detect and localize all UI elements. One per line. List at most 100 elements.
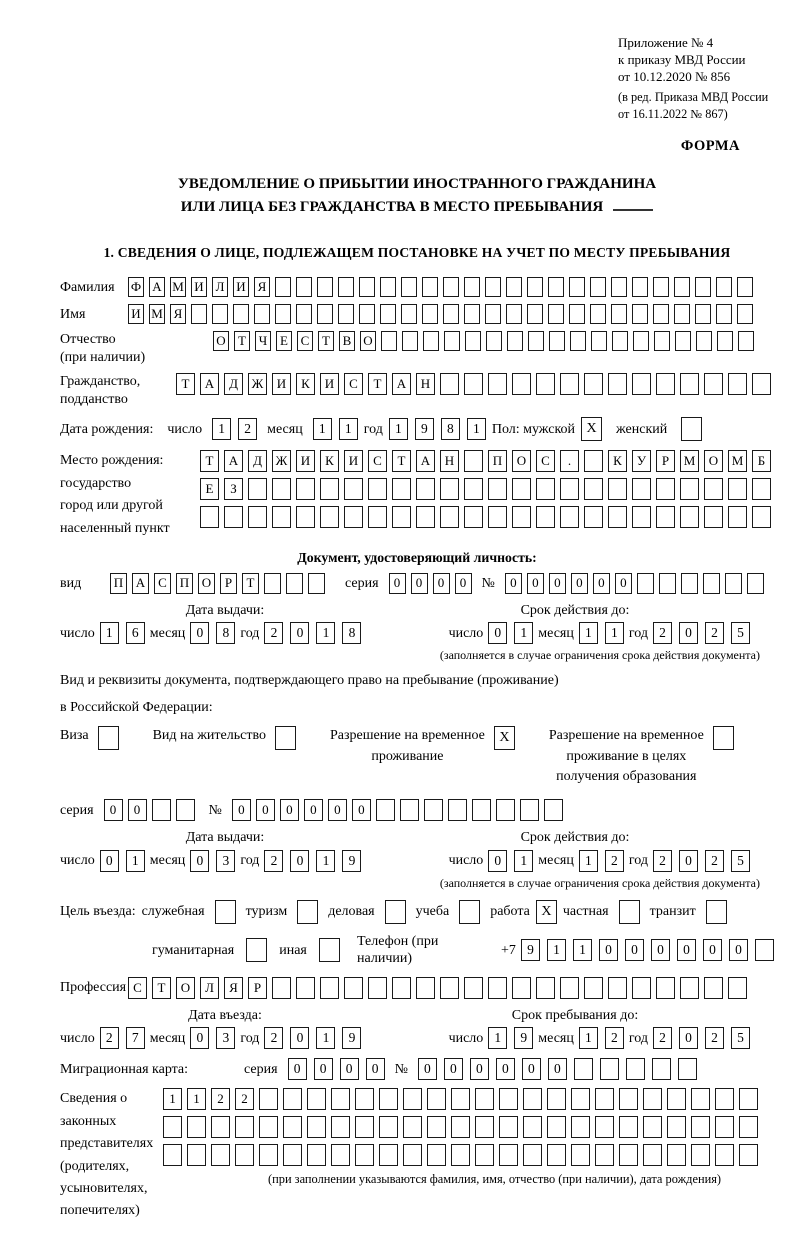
char-box-cell[interactable]: 2	[604, 1027, 624, 1050]
char-box-cell[interactable]	[401, 304, 417, 325]
char-box-cell[interactable]	[317, 277, 333, 298]
char-box-cell[interactable]: 1	[547, 939, 567, 962]
char-box-cell[interactable]	[667, 1144, 686, 1167]
char-box-cell[interactable]	[536, 976, 555, 999]
char-box-cell[interactable]: В	[339, 331, 355, 352]
char-box-cell[interactable]	[381, 331, 397, 352]
char-box-cell[interactable]	[636, 572, 654, 594]
char-box-cell[interactable]	[320, 478, 339, 501]
char-box-cell[interactable]: 0	[287, 1058, 307, 1081]
char-box-cell[interactable]: Е	[200, 478, 219, 501]
char-box-cell[interactable]	[536, 506, 555, 529]
char-box-cell[interactable]: 2	[264, 622, 284, 645]
char-box-cell[interactable]	[296, 277, 312, 298]
char-box-cell[interactable]	[254, 304, 270, 325]
char-box-cell[interactable]	[704, 478, 723, 501]
char-box-cell[interactable]: 2	[705, 1027, 724, 1050]
char-box-cell[interactable]	[674, 277, 690, 298]
char-box-cell[interactable]	[584, 506, 603, 529]
char-box-cell[interactable]: С	[368, 450, 387, 473]
char-box-cell[interactable]	[211, 1144, 230, 1167]
char-box-cell[interactable]: 0	[327, 799, 347, 822]
char-box-cell[interactable]	[608, 976, 627, 999]
char-box-cell[interactable]: 1	[316, 1027, 336, 1050]
char-box-cell[interactable]: 1	[466, 418, 486, 441]
char-box-cell[interactable]	[440, 976, 459, 999]
char-box-cell[interactable]: М	[149, 304, 165, 325]
char-box-cell[interactable]	[355, 1144, 374, 1167]
char-box-cell[interactable]	[547, 1088, 566, 1111]
char-box-cell[interactable]: Н	[416, 373, 435, 396]
char-box-cell[interactable]	[368, 976, 387, 999]
char-box-cell[interactable]	[547, 1144, 566, 1167]
char-box-cell[interactable]	[612, 331, 628, 352]
char-box-cell[interactable]	[584, 478, 603, 501]
char-box-cell[interactable]	[654, 331, 670, 352]
char-box-cell[interactable]: 1	[99, 622, 119, 645]
char-box-cell[interactable]	[403, 1116, 422, 1139]
char-box-cell[interactable]	[715, 1144, 734, 1167]
char-box-cell[interactable]: 2	[604, 849, 624, 872]
char-box-cell[interactable]	[499, 1144, 518, 1167]
char-box-cell[interactable]: Т	[392, 450, 411, 473]
char-box-cell[interactable]	[752, 506, 771, 529]
char-box-cell[interactable]: Т	[368, 373, 387, 396]
birth-place-line3-input[interactable]	[200, 506, 771, 529]
char-box-cell[interactable]	[702, 572, 720, 594]
char-box-cell[interactable]	[344, 976, 363, 999]
char-box-cell[interactable]: О	[360, 331, 376, 352]
char-box-cell[interactable]: Т	[200, 450, 219, 473]
char-box-cell[interactable]	[264, 572, 281, 594]
char-box-cell[interactable]: К	[608, 450, 627, 473]
char-box-cell[interactable]	[717, 331, 733, 352]
char-box-cell[interactable]	[379, 1116, 398, 1139]
char-box-cell[interactable]: 1	[514, 849, 534, 872]
char-box-cell[interactable]	[422, 304, 438, 325]
char-box-cell[interactable]	[571, 1144, 590, 1167]
char-box-cell[interactable]	[259, 1088, 278, 1111]
char-box-cell[interactable]: 2	[238, 418, 258, 441]
char-box-cell[interactable]	[680, 572, 698, 594]
char-box-cell[interactable]	[485, 304, 501, 325]
char-box-cell[interactable]	[547, 1116, 566, 1139]
purpose-other-checkbox[interactable]	[318, 938, 340, 963]
char-box-cell[interactable]	[536, 478, 555, 501]
char-box-cell[interactable]	[246, 938, 268, 963]
char-box-cell[interactable]	[595, 1116, 614, 1139]
char-box-cell[interactable]: 5	[731, 849, 750, 872]
char-box-cell[interactable]: 3	[216, 849, 236, 872]
char-box-cell[interactable]: 0	[504, 572, 522, 594]
char-box-cell[interactable]	[536, 373, 555, 396]
char-box-cell[interactable]	[465, 331, 481, 352]
char-box-cell[interactable]: 1	[187, 1088, 206, 1111]
char-box-cell[interactable]	[488, 373, 507, 396]
char-box-cell[interactable]	[590, 304, 606, 325]
char-box-cell[interactable]: 0	[339, 1058, 359, 1081]
education-permit-checkbox[interactable]	[712, 726, 734, 751]
char-box-cell[interactable]: О	[198, 572, 215, 594]
char-box-cell[interactable]	[416, 506, 435, 529]
char-box-cell[interactable]	[737, 277, 753, 298]
residence-permit-checkbox[interactable]	[274, 726, 296, 751]
char-box-cell[interactable]: 8	[342, 622, 362, 645]
char-box-cell[interactable]: З	[224, 478, 243, 501]
purpose-private-checkbox[interactable]	[618, 899, 640, 924]
char-box-cell[interactable]: М	[170, 277, 186, 298]
char-box-cell[interactable]	[275, 277, 291, 298]
char-box-cell[interactable]: 0	[521, 1058, 541, 1081]
char-box-cell[interactable]: А	[149, 277, 165, 298]
char-box-cell[interactable]: 0	[488, 622, 508, 645]
char-box-cell[interactable]	[675, 331, 691, 352]
char-box-cell[interactable]	[379, 1144, 398, 1167]
char-box-cell[interactable]: Р	[220, 572, 237, 594]
char-box-cell[interactable]	[384, 899, 406, 924]
